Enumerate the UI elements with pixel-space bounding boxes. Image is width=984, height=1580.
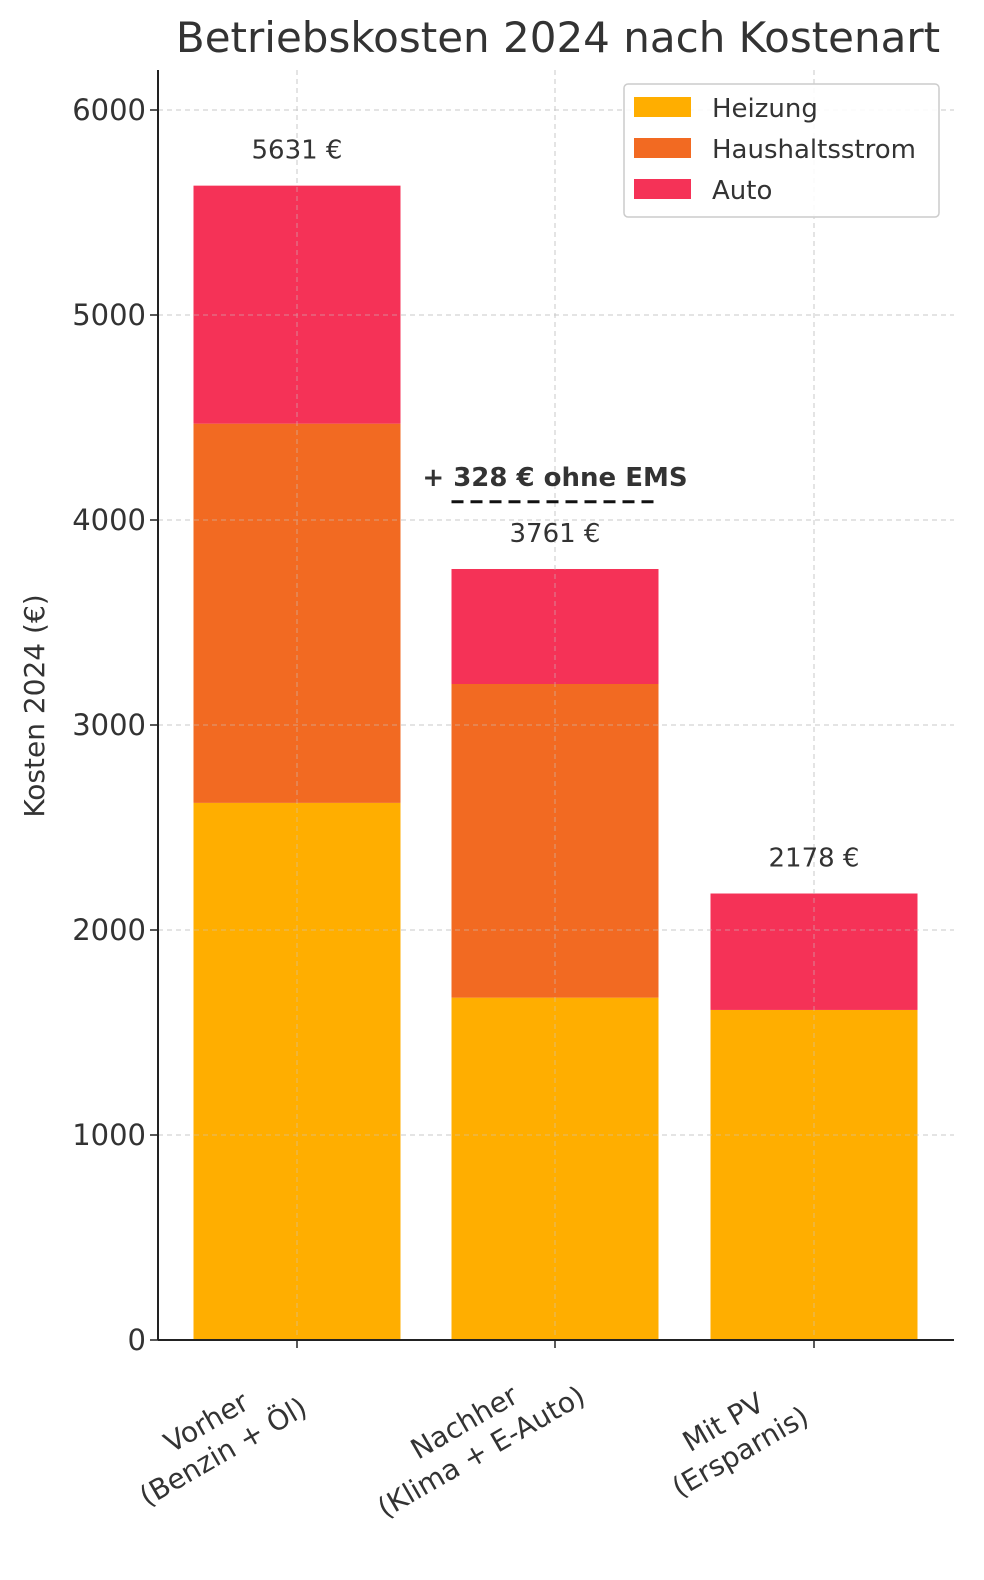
- legend-swatch-haushaltsstrom: [634, 138, 691, 158]
- legend-box: [623, 83, 940, 218]
- annotation-text: + 328 € ohne EMS: [422, 463, 687, 493]
- y-tick-label: 3000: [72, 708, 146, 742]
- y-tick-label: 4000: [72, 503, 146, 537]
- total-label: 2178 €: [769, 844, 860, 874]
- bar-heizung-3: [710, 1009, 918, 1340]
- y-axis-ticks: 0 1000 2000 3000 4000 5000 6000: [72, 93, 158, 1357]
- legend-label-auto: Auto: [712, 176, 772, 206]
- annotation: + 328 € ohne EMS: [422, 463, 688, 504]
- total-labels: 5631 € 3761 € 2178 €: [252, 136, 860, 874]
- x-tick-label: Vorher(Benzin + Öl): [133, 1385, 312, 1513]
- legend-swatch-heizung: [634, 97, 691, 117]
- chart-title: Betriebskosten 2024 nach Kostenart: [176, 13, 940, 62]
- legend: Heizung Haushaltsstrom Auto: [623, 83, 940, 218]
- x-tick-label: Nachher(Klima + E-Auto): [372, 1378, 591, 1524]
- y-tick-label: 6000: [72, 93, 146, 127]
- total-label: 5631 €: [252, 136, 343, 166]
- legend-label-heizung: Heizung: [712, 94, 818, 124]
- x-axis-ticks: Vorher(Benzin + Öl) Nachher(Klima + E-Aut…: [133, 1340, 815, 1525]
- y-tick-label: 2000: [72, 913, 146, 947]
- y-axis-label: Kosten 2024 (€): [18, 594, 51, 817]
- x-tick-label: Mit PV(Ersparnis): [666, 1386, 814, 1504]
- total-label: 3761 €: [510, 519, 601, 549]
- y-tick-label: 1000: [72, 1118, 146, 1152]
- legend-swatch-auto: [634, 179, 691, 199]
- axes: [157, 70, 954, 1341]
- y-tick-label: 5000: [72, 298, 146, 332]
- gridlines-overlay: [158, 70, 954, 1340]
- legend-label-haushaltsstrom: Haushaltsstrom: [712, 135, 916, 165]
- y-tick-label: 0: [128, 1323, 146, 1357]
